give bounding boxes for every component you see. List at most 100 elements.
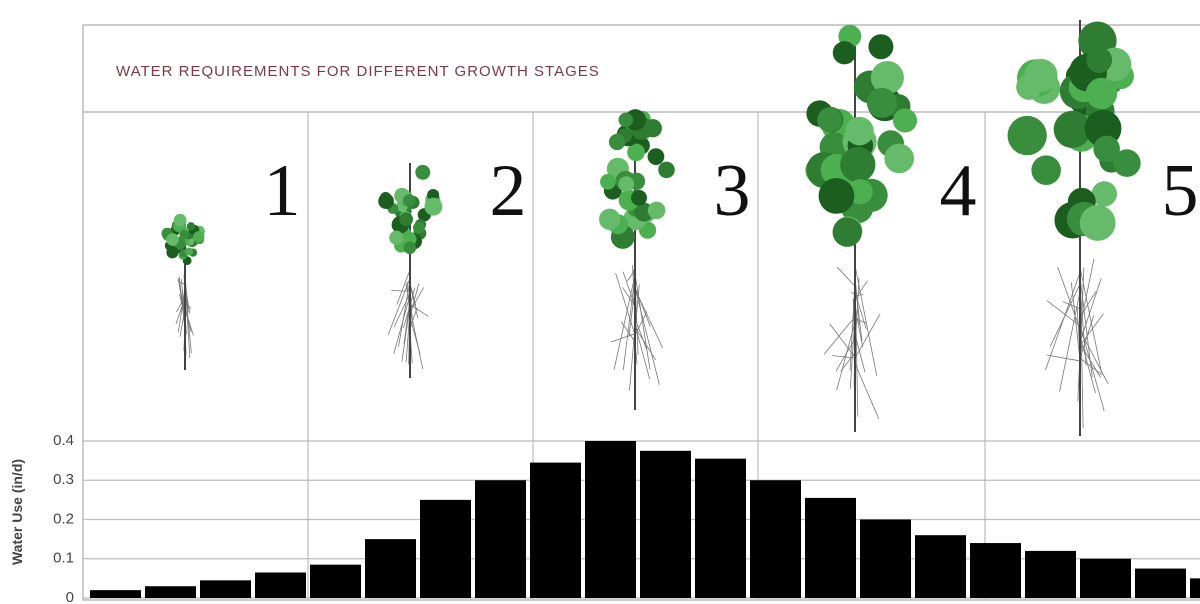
root (634, 273, 651, 370)
y-tick-label: 0 (66, 589, 74, 604)
leaf (166, 233, 179, 246)
leaf (817, 107, 842, 133)
y-tick-label: 0.1 (53, 550, 74, 567)
root (613, 275, 636, 371)
bar (585, 441, 636, 598)
stage-label: 5 (1162, 150, 1199, 232)
leaf (1091, 181, 1118, 207)
root (854, 334, 866, 373)
leaf (647, 201, 666, 220)
leaf (840, 146, 876, 183)
bar (200, 580, 251, 598)
bar (365, 539, 416, 598)
stage-label: 3 (714, 150, 751, 232)
bar (1135, 568, 1186, 598)
leaf (424, 197, 443, 216)
stage-label: 4 (940, 150, 977, 232)
leaf (618, 176, 635, 192)
root (1057, 266, 1081, 330)
root (854, 306, 864, 348)
root (391, 290, 411, 292)
root (854, 283, 863, 341)
leaf (179, 229, 190, 240)
bar (860, 519, 911, 598)
root (615, 273, 636, 336)
root (823, 316, 856, 355)
leaf (166, 246, 179, 259)
root (393, 293, 411, 328)
root (178, 286, 186, 333)
leaf (415, 164, 431, 180)
root (393, 295, 411, 354)
root (628, 288, 636, 337)
bar (145, 586, 196, 598)
leaf (399, 212, 414, 227)
root (175, 298, 186, 325)
leaf (608, 133, 626, 151)
leaf (647, 148, 665, 165)
root (634, 288, 663, 349)
leaf (186, 222, 196, 231)
leaf (845, 116, 874, 146)
bar (255, 572, 306, 598)
bar (695, 458, 746, 598)
leaf (832, 41, 856, 65)
y-tick-label: 0.4 (53, 432, 74, 449)
root (1079, 336, 1096, 394)
root (1079, 357, 1103, 376)
leaf (173, 213, 187, 227)
stage-label: 1 (264, 150, 301, 232)
leaf (599, 208, 621, 230)
leaf (1053, 110, 1091, 149)
leaf (892, 108, 918, 133)
leaf (1031, 155, 1061, 185)
root (176, 296, 186, 313)
y-tick-label: 0.3 (53, 471, 74, 488)
root (854, 313, 881, 359)
root (184, 308, 194, 336)
leaf (618, 112, 633, 128)
root (854, 363, 880, 419)
root (184, 285, 192, 354)
leaf (193, 231, 205, 243)
root (831, 355, 856, 359)
leaf (868, 34, 894, 60)
bar (530, 462, 581, 598)
bar (750, 480, 801, 598)
y-tick-label: 0.2 (53, 510, 74, 527)
leaf (378, 193, 394, 210)
root (409, 308, 424, 370)
bar (805, 497, 856, 598)
leaf (1086, 47, 1113, 73)
bar (310, 564, 361, 598)
bar (1190, 578, 1200, 598)
bar (1025, 550, 1076, 598)
root (1070, 282, 1081, 360)
root (836, 321, 856, 391)
root (1079, 267, 1102, 373)
root (1046, 300, 1081, 327)
root (1079, 329, 1109, 385)
leaf (884, 143, 915, 174)
chart-title: WATER REQUIREMENTS FOR DIFFERENT GROWTH … (116, 63, 600, 80)
root (401, 305, 411, 362)
leaf (402, 194, 416, 207)
y-axis-title: Water Use (in/d) (9, 459, 25, 565)
root (622, 275, 636, 371)
root (409, 283, 420, 316)
root (854, 265, 878, 376)
root (634, 287, 660, 385)
bar (640, 450, 691, 598)
leaf (1007, 115, 1047, 156)
leaf (866, 87, 897, 118)
leaf (832, 217, 862, 247)
root (1045, 272, 1081, 371)
bar (420, 499, 471, 598)
root (829, 323, 856, 358)
root (409, 304, 429, 317)
leaf (413, 221, 425, 234)
leaf (1093, 135, 1120, 163)
root (610, 333, 636, 343)
root (835, 338, 856, 372)
